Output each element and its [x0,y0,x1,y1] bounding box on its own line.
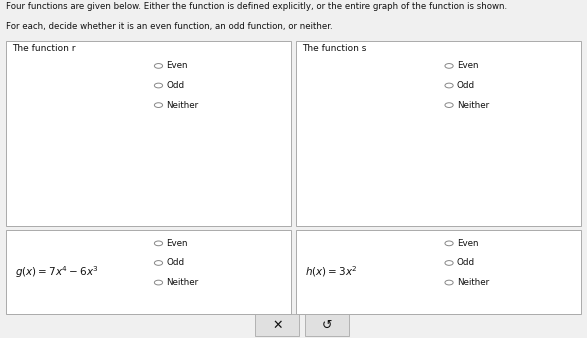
Text: The function r: The function r [12,44,75,53]
Text: Four functions are given below. Either the function is defined explicitly, or th: Four functions are given below. Either t… [6,2,507,11]
Text: Neither: Neither [166,278,198,287]
Text: ✕: ✕ [272,319,282,332]
Text: For each, decide whether it is an even function, an odd function, or neither.: For each, decide whether it is an even f… [6,22,332,31]
Text: Odd: Odd [166,81,184,90]
Text: Neither: Neither [457,101,489,110]
Text: $g\left(x\right)=7x^{4}-6x^{3}$: $g\left(x\right)=7x^{4}-6x^{3}$ [15,264,99,280]
Text: The function s: The function s [302,44,367,53]
Text: Odd: Odd [457,259,475,267]
Text: x: x [129,135,134,144]
Text: Odd: Odd [457,81,475,90]
Text: Even: Even [457,239,478,248]
Text: Even: Even [166,62,188,70]
Text: Neither: Neither [166,101,198,110]
Text: ↺: ↺ [322,319,332,332]
Text: $h\left(x\right)=3x^{2}$: $h\left(x\right)=3x^{2}$ [305,265,358,280]
Text: Neither: Neither [457,278,489,287]
Text: Even: Even [457,62,478,70]
Text: x: x [420,135,424,144]
Text: Even: Even [166,239,188,248]
Text: Odd: Odd [166,259,184,267]
